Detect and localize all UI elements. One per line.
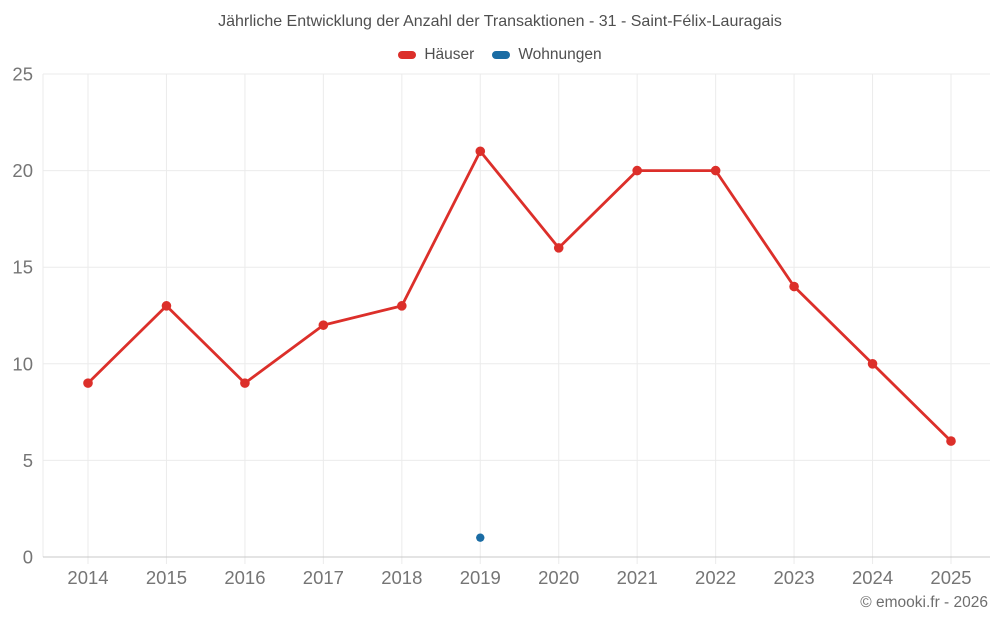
x-tick-label: 2024 <box>852 567 893 588</box>
x-tick-label: 2022 <box>695 567 736 588</box>
legend-item-haeuser[interactable]: Häuser <box>398 46 474 64</box>
x-tick-label: 2021 <box>617 567 658 588</box>
x-tick-label: 2014 <box>67 567 108 588</box>
data-point-haeuser-2017[interactable] <box>318 320 329 330</box>
data-point-haeuser-2020[interactable] <box>553 243 564 253</box>
legend-label-wohnungen: Wohnungen <box>518 46 602 63</box>
legend: Häuser Wohnungen <box>0 46 1000 64</box>
y-tick-label: 0 <box>23 547 33 568</box>
x-tick-label: 2018 <box>381 567 422 588</box>
x-tick-label: 2023 <box>774 567 815 588</box>
legend-label-haeuser: Häuser <box>424 46 475 63</box>
data-point-haeuser-2022[interactable] <box>710 165 721 176</box>
y-tick-label: 15 <box>12 257 33 278</box>
series-line-haeuser <box>86 149 953 443</box>
y-tick-label: 20 <box>12 160 33 181</box>
data-point-haeuser-2015[interactable] <box>161 301 172 311</box>
x-tick-label: 2015 <box>146 567 187 588</box>
data-point-haeuser-2025[interactable] <box>946 436 956 446</box>
data-point-haeuser-2016[interactable] <box>240 378 250 388</box>
x-tick-label: 2025 <box>930 567 971 588</box>
x-tick-label: 2020 <box>538 567 579 588</box>
legend-item-wohnungen[interactable]: Wohnungen <box>492 46 602 64</box>
data-point-haeuser-2021[interactable] <box>632 165 642 176</box>
y-tick-label: 5 <box>23 450 33 471</box>
x-tick-label: 2016 <box>224 567 265 588</box>
data-point-haeuser-2014[interactable] <box>83 378 93 388</box>
data-point-wohnungen-2019[interactable] <box>476 533 485 542</box>
data-point-haeuser-2019[interactable] <box>475 146 486 157</box>
x-tick-label: 2017 <box>303 567 344 588</box>
chart-title: Jährliche Entwicklung der Anzahl der Tra… <box>218 13 782 30</box>
x-tick-label: 2019 <box>460 567 501 588</box>
copyright-text: © emooki.fr - 2026 <box>860 594 988 611</box>
legend-swatch-haeuser-icon <box>398 51 417 59</box>
y-tick-label: 10 <box>12 353 33 374</box>
data-point-haeuser-2018[interactable] <box>397 301 407 311</box>
y-tick-label: 25 <box>12 64 33 85</box>
data-point-haeuser-2024[interactable] <box>867 359 878 369</box>
legend-swatch-wohnungen-icon <box>492 51 511 59</box>
data-point-haeuser-2023[interactable] <box>789 281 799 292</box>
